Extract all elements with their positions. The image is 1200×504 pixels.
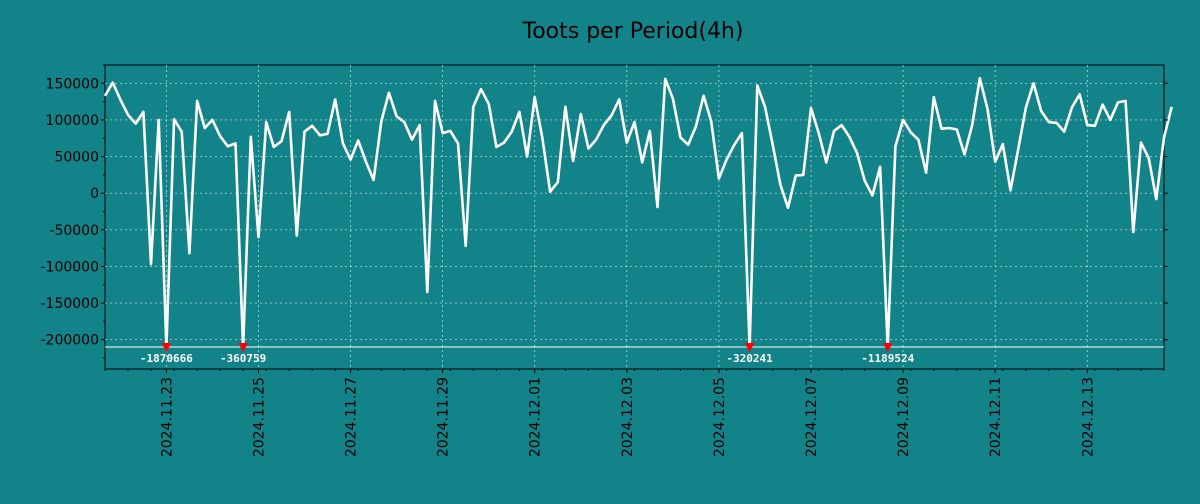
y-tick-label: 150000: [46, 76, 99, 92]
y-axis: 150000 100000 50000 0 -50000 -100000 -150000 -2…: [41, 64, 1168, 359]
y-tick-label: 100000: [46, 113, 99, 129]
chart-title: Toots per Period(4h): [522, 19, 744, 44]
clipped-value-label: -1189524: [861, 352, 914, 365]
clipped-point-marker: [238, 343, 249, 353]
y-tick-label: -100000: [41, 259, 100, 275]
grid-lines: [105, 65, 1164, 369]
clipped-value-label: -320241: [726, 352, 773, 365]
x-tick-label: 2024.11.27: [344, 377, 360, 457]
x-tick-label: 2024.12.05: [712, 377, 728, 457]
y-tick-label: -200000: [41, 333, 100, 349]
clipped-point-marker: [882, 343, 893, 353]
x-tick-label: 2024.12.01: [528, 377, 544, 457]
plot-area-frame: [104, 64, 1165, 370]
clipped-point-marker: [744, 343, 755, 353]
series-layer: -1870666 -360759 -320241 -1189524: [103, 76, 1173, 365]
x-tick-label: 2024.12.11: [988, 377, 1004, 457]
y-tick-label: 50000: [54, 150, 99, 166]
x-tick-label: 2024.11.29: [436, 377, 452, 457]
clipped-point-marker: [161, 343, 172, 353]
y-tick-label: -150000: [41, 296, 100, 312]
x-tick-label: 2024.12.09: [896, 377, 912, 457]
series-line-toots: [103, 76, 1173, 349]
x-tick-label: 2024.12.03: [620, 377, 636, 457]
x-tick-label: 2024.11.25: [251, 377, 267, 457]
y-tick-label: 0: [90, 186, 99, 202]
x-tick-label: 2024.12.13: [1080, 377, 1096, 457]
y-tick-label: -50000: [49, 223, 99, 239]
x-tick-label: 2024.12.07: [804, 377, 820, 457]
x-tick-label: 2024.11.23: [159, 377, 175, 457]
x-axis: 2024.11.23 2024.11.25 2024.11.27 2024.11.29…: [104, 369, 1165, 457]
clipped-value-label: -360759: [220, 352, 266, 365]
clipped-value-label: -1870666: [140, 352, 193, 365]
